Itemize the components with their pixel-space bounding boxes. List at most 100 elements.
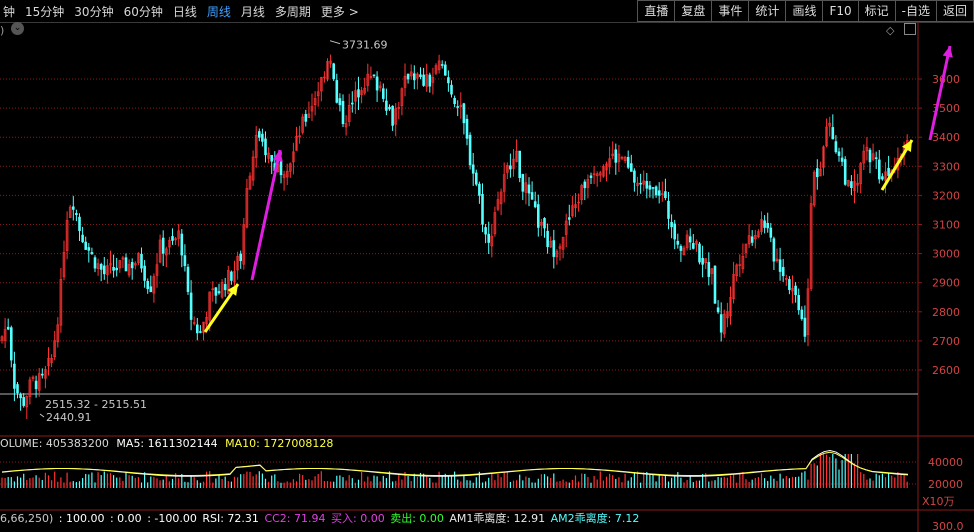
candle-body	[791, 288, 794, 292]
candle-body	[598, 172, 602, 176]
candle-body	[657, 190, 661, 196]
f10-button[interactable]: F10	[822, 0, 858, 22]
indicator-v1: : 100.00	[58, 512, 105, 525]
candle-body	[381, 88, 385, 99]
candle-body	[719, 314, 723, 333]
candle-body	[788, 279, 791, 290]
candle-body	[307, 113, 311, 119]
candlestick-series	[0, 54, 909, 420]
candle-body	[31, 376, 35, 379]
candle-body	[877, 159, 881, 180]
candle-body	[3, 329, 7, 341]
candle-body	[350, 102, 354, 105]
indicator-params: 6,66,250)	[0, 512, 54, 525]
candle-body	[360, 90, 363, 95]
candle-body	[233, 271, 236, 283]
candle-body	[366, 73, 370, 86]
candle-body	[648, 185, 652, 190]
candle-body	[639, 182, 642, 185]
candle-body	[400, 88, 404, 107]
candle-body	[753, 235, 757, 240]
price-tick-label: 2700	[932, 335, 960, 348]
candle-body	[772, 238, 776, 262]
candle-body	[468, 134, 472, 166]
candle-body	[199, 331, 202, 333]
candle-body	[397, 107, 401, 109]
candle-body	[512, 158, 515, 169]
candle-body	[388, 106, 391, 110]
price-tick-label: 3100	[932, 219, 960, 232]
arrow-magenta-left-head	[272, 150, 283, 162]
candle-body	[580, 185, 584, 200]
replay-button[interactable]: 复盘	[674, 0, 712, 22]
candle-body	[409, 71, 413, 77]
tab-more[interactable]: 更多 >	[320, 4, 359, 19]
candle-body	[722, 313, 726, 335]
tab-period-partial[interactable]: 钟	[3, 4, 16, 19]
candle-body	[667, 200, 670, 219]
candle-body	[536, 204, 540, 228]
live-button[interactable]: 直播	[637, 0, 675, 22]
candle-body	[509, 165, 512, 170]
indicator-legend: 6,66,250) : 100.00 : 0.00 : -100.00 RSI:…	[0, 510, 641, 526]
candle-body	[688, 236, 692, 243]
candle-body	[760, 219, 763, 232]
candle-body	[515, 150, 518, 162]
candle-body	[546, 230, 549, 247]
candle-body	[660, 193, 664, 196]
window-icon[interactable]	[904, 23, 916, 35]
mark-button[interactable]: 标记	[857, 0, 895, 22]
watchlist-button[interactable]: -自选	[894, 0, 936, 22]
candle-body	[803, 317, 807, 337]
candle-body	[270, 155, 274, 162]
candle-body	[428, 74, 432, 87]
candle-body	[440, 64, 444, 66]
candle-body	[505, 165, 509, 173]
volume-legend: OLUME: 405383200 MA5: 1611302144 MA10: 1…	[0, 437, 337, 452]
candle-body	[443, 64, 447, 76]
candle-body	[558, 246, 562, 249]
draw-line-button[interactable]: 画线	[785, 0, 823, 22]
tab-daily[interactable]: 日线	[172, 4, 197, 19]
candle-body	[344, 123, 348, 128]
candle-body	[254, 134, 258, 158]
candle-body	[881, 176, 884, 180]
kline-chart[interactable]: 40000 20000 X10万 300.0 3600 3500 3400 3300 3200…	[0, 22, 974, 532]
candle-body	[304, 114, 308, 122]
candle-body	[561, 236, 565, 250]
tab-weekly[interactable]: 周线	[206, 4, 231, 19]
chevron-down-icon[interactable]: ⌄	[11, 22, 24, 35]
candle-body	[37, 373, 41, 391]
tab-30min[interactable]: 30分钟	[74, 4, 114, 19]
candle-body	[186, 266, 190, 292]
back-button[interactable]: 返回	[935, 0, 974, 22]
events-button[interactable]: 事件	[711, 0, 749, 22]
candle-body	[704, 258, 708, 263]
candle-body	[447, 77, 450, 84]
candle-body	[84, 241, 87, 250]
candle-body	[264, 138, 267, 156]
tab-monthly[interactable]: 月线	[240, 4, 265, 19]
tab-60min[interactable]: 60分钟	[123, 4, 163, 19]
candle-body	[769, 227, 773, 238]
candle-body	[40, 373, 44, 376]
tab-multi-period[interactable]: 多周期	[274, 4, 311, 19]
candle-body	[422, 74, 425, 86]
high-label: 3731.69	[342, 39, 388, 52]
diamond-icon[interactable]: ◇	[886, 24, 895, 37]
candle-body	[174, 238, 177, 241]
stats-button[interactable]: 统计	[748, 0, 786, 22]
tab-15min[interactable]: 15分钟	[25, 4, 65, 19]
candle-body	[524, 182, 528, 193]
volume-value: OLUME: 405383200	[0, 437, 109, 450]
candle-body	[605, 163, 608, 171]
candle-body	[375, 76, 379, 91]
candle-body	[685, 234, 689, 249]
candle-body	[10, 327, 13, 361]
candle-body	[800, 309, 804, 320]
volume-bars	[1, 449, 909, 488]
candle-body	[140, 253, 143, 269]
buy-value: 买入: 0.00	[331, 512, 385, 525]
action-buttons: 直播 复盘 事件 统计 画线 F10 标记 -自选 返回	[637, 0, 974, 22]
